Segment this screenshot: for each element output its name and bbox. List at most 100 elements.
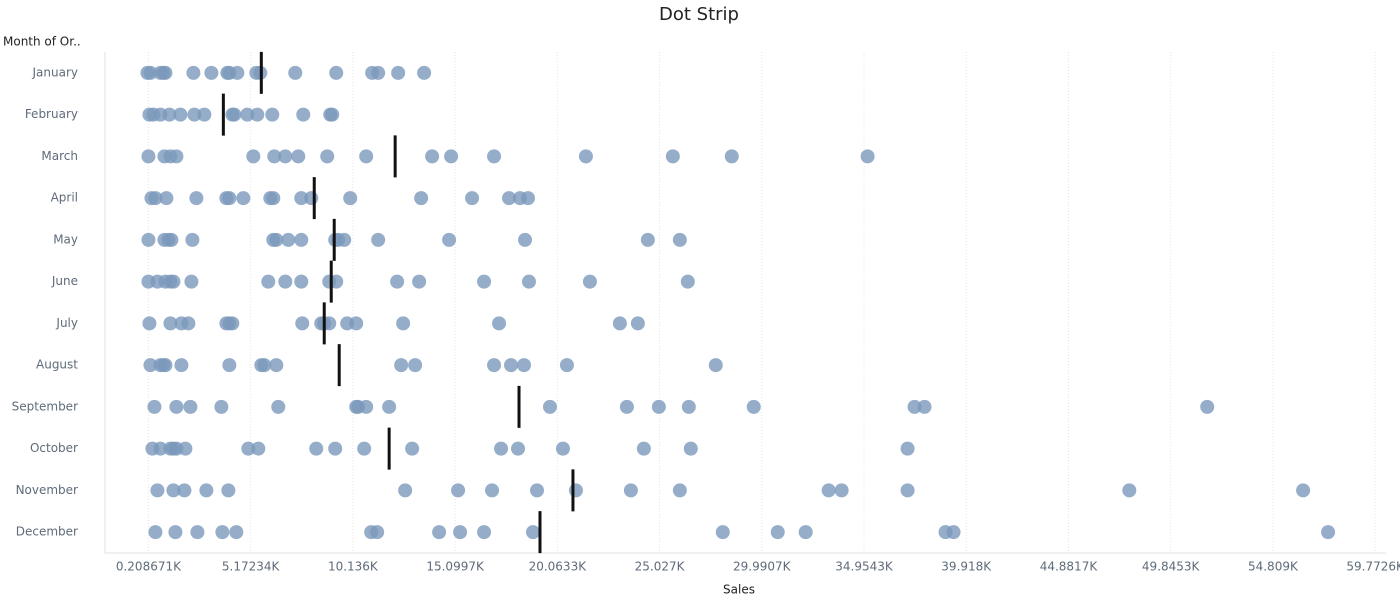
y-tick-label: July — [55, 316, 78, 330]
dot — [236, 191, 251, 206]
dot — [240, 107, 255, 122]
dot — [222, 358, 237, 373]
dot — [214, 399, 229, 414]
y-tick-label: February — [25, 107, 78, 121]
dot — [390, 274, 405, 289]
dot — [343, 191, 358, 206]
dot — [371, 232, 386, 247]
dot — [900, 483, 915, 498]
dot — [623, 483, 638, 498]
dot — [304, 191, 319, 206]
dot — [325, 107, 340, 122]
dot — [394, 358, 409, 373]
dot — [227, 107, 242, 122]
dot — [141, 149, 156, 164]
dot — [612, 316, 627, 331]
dot — [163, 316, 178, 331]
dot — [181, 316, 196, 331]
dot — [708, 358, 723, 373]
chart-title: Dot Strip — [659, 4, 739, 25]
dot — [485, 483, 500, 498]
x-tick-label: 54.809K — [1248, 560, 1299, 574]
x-tick-label: 25.027K — [635, 560, 686, 574]
dot — [291, 149, 306, 164]
dot — [1200, 399, 1215, 414]
dot — [408, 358, 423, 373]
dot — [187, 107, 202, 122]
dot — [417, 65, 432, 80]
dot — [502, 191, 517, 206]
dot — [241, 441, 256, 456]
dot — [518, 232, 533, 247]
dot — [162, 107, 177, 122]
y-tick-label: March — [41, 149, 78, 163]
y-tick-label: December — [16, 525, 78, 539]
y-axis-title: Month of Or.. — [3, 35, 81, 49]
dot — [230, 65, 245, 80]
dot — [278, 149, 293, 164]
x-tick-label: 15.0997K — [426, 560, 485, 574]
dot — [683, 441, 698, 456]
dot — [294, 274, 309, 289]
dot — [391, 65, 406, 80]
x-tick-label: 34.9543K — [835, 560, 894, 574]
dot — [153, 441, 168, 456]
dot — [665, 149, 680, 164]
dot — [672, 483, 687, 498]
dot — [221, 483, 236, 498]
dot — [396, 316, 411, 331]
dot — [917, 399, 932, 414]
y-tick-label: January — [32, 65, 79, 79]
dot — [266, 191, 281, 206]
dot — [640, 232, 655, 247]
dot — [278, 274, 293, 289]
y-tick-label: September — [12, 399, 78, 413]
dot — [681, 399, 696, 414]
dot — [148, 525, 163, 540]
dot — [477, 525, 492, 540]
dot — [143, 65, 158, 80]
dot — [265, 107, 280, 122]
dot — [215, 525, 230, 540]
dot — [166, 274, 181, 289]
dot — [487, 358, 502, 373]
dot — [204, 65, 219, 80]
x-tick-label: 49.8453K — [1142, 560, 1201, 574]
dot — [559, 358, 574, 373]
dot — [229, 525, 244, 540]
dot — [150, 483, 165, 498]
dot — [398, 483, 413, 498]
dot — [158, 358, 173, 373]
dot — [520, 191, 535, 206]
dot — [444, 149, 459, 164]
dot — [582, 274, 597, 289]
dot — [189, 191, 204, 206]
dot — [177, 483, 192, 498]
dot — [555, 441, 570, 456]
dot — [370, 525, 385, 540]
dot — [834, 483, 849, 498]
dot — [322, 316, 337, 331]
dot — [432, 525, 447, 540]
dot — [329, 65, 344, 80]
dot — [568, 483, 583, 498]
dot — [288, 65, 303, 80]
dot — [148, 191, 163, 206]
y-tick-label: May — [53, 232, 78, 246]
dot — [320, 149, 335, 164]
dot — [357, 441, 372, 456]
x-tick-label: 39.918K — [941, 560, 992, 574]
dot — [715, 525, 730, 540]
y-tick-label: June — [51, 274, 78, 288]
y-tick-label: November — [16, 483, 78, 497]
dot — [529, 483, 544, 498]
dot — [246, 149, 261, 164]
dot — [169, 149, 184, 164]
dot — [1321, 525, 1336, 540]
dot — [680, 274, 695, 289]
dot — [526, 525, 541, 540]
dot — [281, 232, 296, 247]
dot — [451, 483, 466, 498]
dot — [907, 399, 922, 414]
